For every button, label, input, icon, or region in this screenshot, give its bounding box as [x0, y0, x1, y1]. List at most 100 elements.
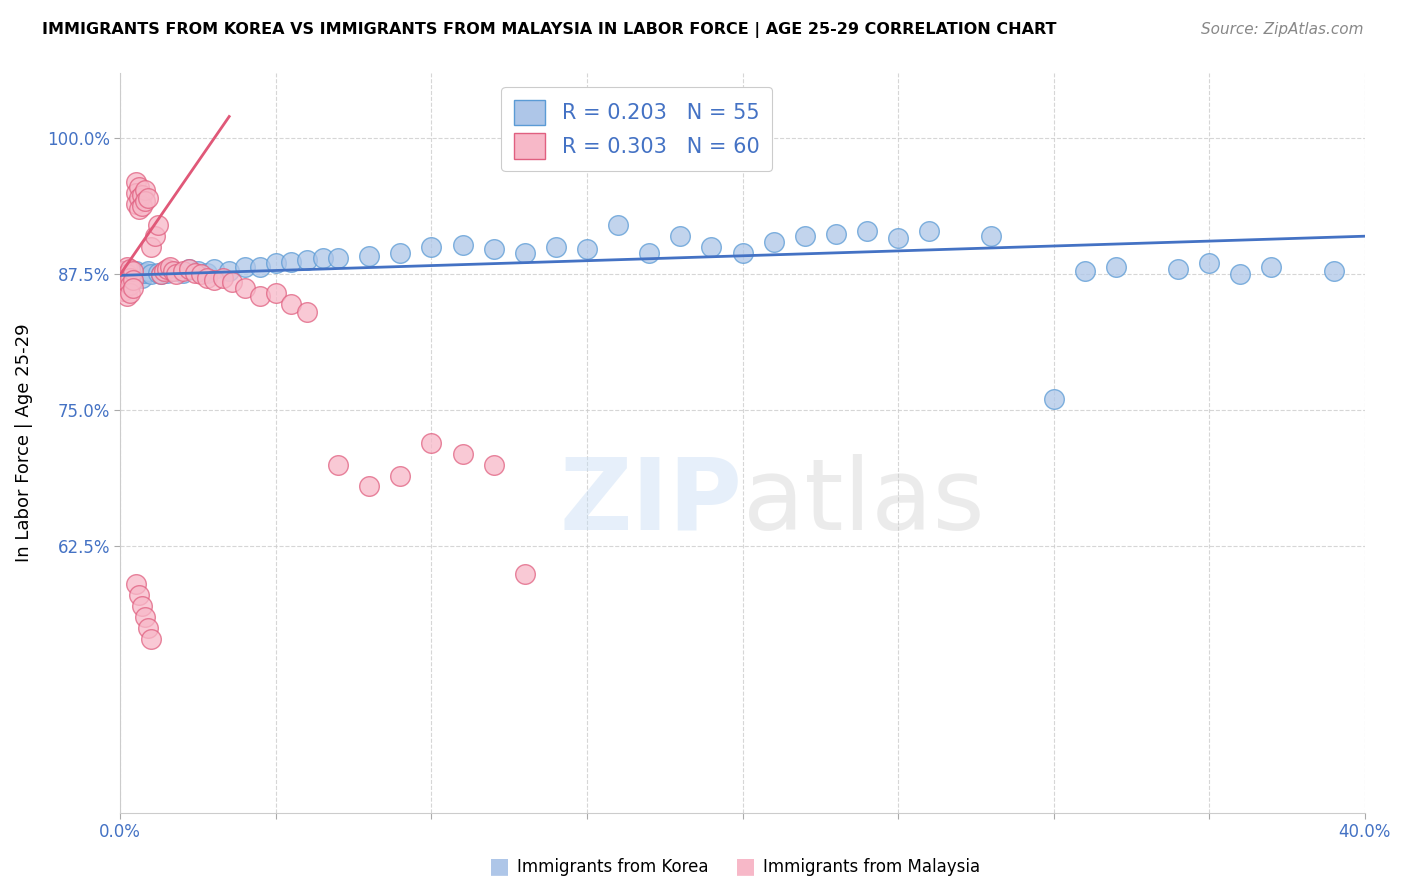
- Point: [118, 261, 141, 276]
- Point: [607, 219, 630, 233]
- Point: [118, 278, 141, 293]
- Point: [121, 267, 143, 281]
- Point: [115, 260, 138, 274]
- Text: atlas: atlas: [742, 454, 984, 550]
- Point: [202, 273, 225, 287]
- Point: [980, 229, 1002, 244]
- Point: [295, 305, 318, 319]
- Point: [115, 267, 138, 281]
- Text: ZIP: ZIP: [560, 454, 742, 550]
- Point: [359, 249, 381, 263]
- Point: [326, 251, 349, 265]
- Point: [128, 180, 150, 194]
- Point: [125, 196, 148, 211]
- Point: [112, 264, 135, 278]
- Point: [128, 202, 150, 216]
- Text: IMMIGRANTS FROM KOREA VS IMMIGRANTS FROM MALAYSIA IN LABOR FORCE | AGE 25-29 COR: IMMIGRANTS FROM KOREA VS IMMIGRANTS FROM…: [42, 22, 1057, 38]
- Point: [172, 266, 194, 280]
- Point: [131, 187, 153, 202]
- Point: [131, 199, 153, 213]
- Point: [887, 231, 910, 245]
- Point: [482, 458, 505, 472]
- Point: [856, 224, 879, 238]
- Point: [134, 194, 156, 209]
- Point: [295, 253, 318, 268]
- Point: [136, 191, 159, 205]
- Point: [280, 296, 302, 310]
- Point: [125, 264, 148, 278]
- Point: [118, 270, 141, 285]
- Point: [513, 245, 536, 260]
- Point: [1074, 264, 1097, 278]
- Point: [311, 251, 333, 265]
- Point: [249, 260, 271, 274]
- Point: [731, 245, 754, 260]
- Point: [513, 566, 536, 581]
- Y-axis label: In Labor Force | Age 25-29: In Labor Force | Age 25-29: [15, 324, 32, 562]
- Point: [389, 468, 412, 483]
- Point: [451, 447, 474, 461]
- Point: [141, 267, 163, 281]
- Point: [128, 267, 150, 281]
- Point: [118, 285, 141, 300]
- Point: [128, 588, 150, 602]
- Point: [1105, 260, 1128, 274]
- Point: [264, 285, 287, 300]
- Point: [1323, 264, 1346, 278]
- Point: [187, 264, 209, 278]
- Point: [544, 240, 567, 254]
- Point: [177, 261, 200, 276]
- Point: [918, 224, 941, 238]
- Point: [134, 266, 156, 280]
- Point: [112, 273, 135, 287]
- Point: [233, 281, 256, 295]
- Text: Immigrants from Korea: Immigrants from Korea: [517, 858, 709, 876]
- Point: [125, 577, 148, 591]
- Point: [131, 599, 153, 614]
- Point: [146, 266, 169, 280]
- Point: [112, 284, 135, 298]
- Point: [451, 238, 474, 252]
- Point: [420, 240, 443, 254]
- Point: [1260, 260, 1282, 274]
- Point: [143, 229, 166, 244]
- Text: ■: ■: [489, 856, 509, 876]
- Point: [359, 479, 381, 493]
- Point: [221, 275, 243, 289]
- Point: [125, 186, 148, 200]
- Point: [141, 240, 163, 254]
- Point: [149, 267, 172, 281]
- Point: [115, 289, 138, 303]
- Point: [669, 229, 692, 244]
- Point: [146, 219, 169, 233]
- Point: [125, 175, 148, 189]
- Point: [153, 264, 176, 278]
- Point: [177, 261, 200, 276]
- Point: [162, 264, 184, 278]
- Point: [115, 275, 138, 289]
- Point: [136, 621, 159, 635]
- Point: [1229, 267, 1251, 281]
- Point: [184, 266, 207, 280]
- Point: [162, 264, 184, 278]
- Point: [575, 242, 598, 256]
- Point: [197, 270, 219, 285]
- Point: [482, 242, 505, 256]
- Point: [212, 270, 235, 285]
- Point: [1198, 256, 1220, 270]
- Point: [638, 245, 661, 260]
- Point: [165, 267, 187, 281]
- Point: [134, 610, 156, 624]
- Point: [1167, 261, 1189, 276]
- Point: [700, 240, 723, 254]
- Point: [190, 267, 212, 281]
- Point: [218, 264, 240, 278]
- Point: [149, 267, 172, 281]
- Point: [825, 227, 848, 241]
- Point: [121, 273, 143, 287]
- Point: [121, 264, 143, 278]
- Point: [141, 632, 163, 646]
- Point: [233, 260, 256, 274]
- Point: [134, 184, 156, 198]
- Text: ■: ■: [735, 856, 755, 876]
